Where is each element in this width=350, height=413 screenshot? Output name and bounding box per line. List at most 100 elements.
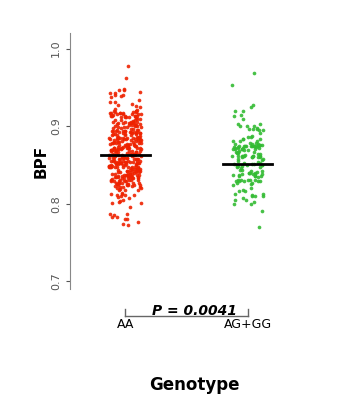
Point — [125, 174, 131, 181]
Point — [128, 172, 133, 179]
Point — [111, 157, 117, 164]
Point — [113, 173, 119, 180]
Point — [119, 152, 124, 159]
Point — [106, 163, 112, 169]
Point — [260, 207, 265, 214]
Point — [107, 163, 113, 169]
Point — [133, 138, 139, 145]
Point — [116, 182, 121, 188]
Point — [130, 168, 135, 174]
Point — [119, 173, 124, 180]
Point — [134, 126, 140, 133]
Point — [122, 177, 128, 184]
Point — [236, 150, 241, 157]
Point — [124, 168, 130, 174]
Point — [232, 146, 238, 153]
Point — [108, 147, 113, 154]
Point — [235, 163, 240, 170]
Point — [110, 119, 116, 126]
Point — [134, 161, 139, 168]
Point — [113, 151, 119, 157]
Point — [244, 123, 250, 129]
Point — [260, 156, 266, 162]
Point — [138, 104, 143, 110]
Point — [114, 120, 120, 127]
Point — [108, 111, 114, 118]
Point — [119, 193, 124, 199]
Point — [236, 188, 242, 195]
Point — [119, 180, 125, 186]
Point — [127, 167, 133, 173]
Point — [122, 132, 128, 138]
Point — [126, 171, 131, 178]
Point — [235, 152, 240, 159]
Point — [231, 201, 237, 207]
Point — [230, 181, 236, 188]
Point — [111, 158, 116, 165]
Point — [106, 162, 112, 169]
Point — [125, 221, 131, 228]
Point — [234, 162, 239, 169]
Point — [118, 176, 123, 183]
Point — [126, 122, 132, 128]
Point — [135, 165, 141, 171]
Point — [120, 164, 126, 170]
Point — [130, 122, 135, 128]
Point — [134, 166, 140, 173]
Point — [112, 171, 118, 177]
Point — [234, 164, 240, 171]
Point — [252, 171, 258, 177]
Point — [122, 119, 127, 125]
Point — [131, 175, 136, 181]
Point — [250, 126, 256, 132]
Point — [120, 162, 126, 169]
Point — [250, 154, 255, 161]
Point — [133, 161, 138, 168]
Point — [243, 151, 248, 158]
Point — [128, 125, 134, 132]
Point — [246, 170, 252, 176]
Point — [120, 128, 126, 134]
Point — [127, 159, 133, 165]
Point — [120, 152, 125, 158]
Point — [123, 178, 129, 184]
Point — [128, 132, 133, 139]
Point — [137, 157, 142, 164]
Point — [120, 111, 126, 118]
Point — [237, 123, 243, 130]
Point — [134, 113, 139, 120]
Point — [255, 159, 260, 166]
Point — [133, 148, 139, 155]
Point — [138, 124, 144, 131]
Point — [247, 170, 253, 176]
Point — [257, 120, 263, 127]
Point — [119, 145, 125, 152]
Point — [127, 129, 132, 135]
Point — [256, 145, 262, 152]
Point — [253, 192, 258, 199]
Point — [112, 183, 118, 190]
Point — [133, 149, 139, 155]
Point — [249, 154, 255, 160]
Point — [123, 114, 128, 120]
Point — [130, 119, 135, 125]
Point — [113, 160, 119, 166]
Point — [122, 131, 128, 137]
Point — [115, 151, 121, 158]
Point — [114, 127, 120, 133]
Point — [138, 153, 144, 159]
Point — [258, 130, 263, 137]
Point — [239, 170, 245, 177]
Point — [241, 142, 247, 149]
Point — [124, 123, 129, 130]
Point — [134, 107, 139, 114]
Point — [126, 145, 132, 152]
Point — [110, 199, 115, 206]
Point — [252, 172, 258, 179]
Point — [257, 141, 263, 148]
Point — [108, 191, 114, 197]
Point — [126, 195, 132, 201]
Point — [108, 158, 114, 164]
Point — [111, 155, 116, 161]
Point — [116, 143, 121, 150]
